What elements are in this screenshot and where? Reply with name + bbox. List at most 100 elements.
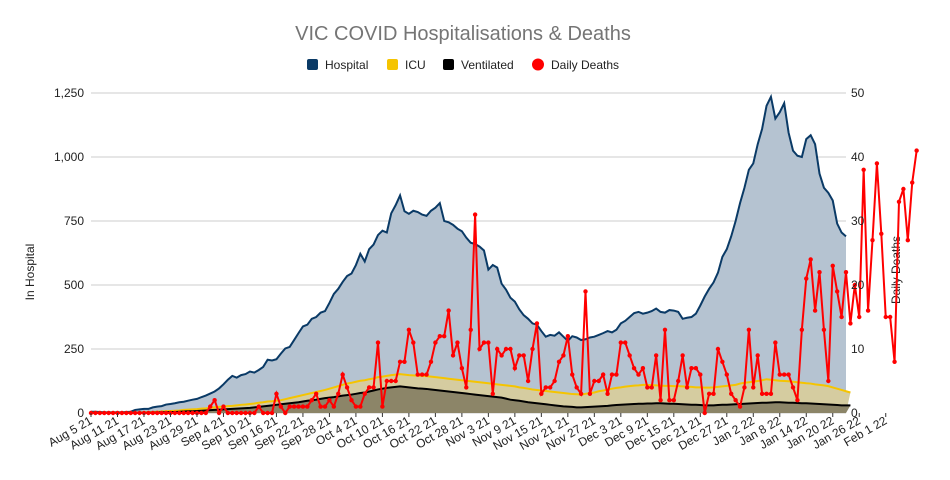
daily-deaths-point — [764, 391, 769, 396]
daily-deaths-point — [543, 385, 548, 390]
daily-deaths-point — [733, 398, 738, 403]
legend-swatch-ventilated — [443, 59, 454, 70]
daily-deaths-point — [830, 263, 835, 268]
daily-deaths-point — [397, 359, 403, 364]
daily-deaths-point — [631, 366, 637, 371]
daily-deaths-point — [234, 410, 239, 416]
daily-deaths-point — [296, 404, 301, 409]
y2-tick-label: 20 — [851, 278, 865, 292]
daily-deaths-point — [132, 410, 138, 416]
daily-deaths-point — [587, 391, 593, 396]
daily-deaths-point — [366, 385, 372, 390]
daily-deaths-point — [269, 410, 275, 416]
daily-deaths-point — [755, 353, 760, 358]
line-hospital — [91, 93, 847, 414]
daily-deaths-point — [667, 398, 672, 403]
daily-deaths-point — [649, 385, 654, 390]
daily-deaths-point — [773, 340, 778, 345]
daily-deaths-point — [861, 167, 866, 172]
daily-deaths-point — [185, 410, 191, 416]
y2-tick-label: 0 — [851, 406, 858, 420]
daily-deaths-point — [724, 372, 729, 377]
daily-deaths-point — [676, 378, 681, 384]
daily-deaths-point — [287, 404, 292, 409]
legend-label-hospital: Hospital — [325, 58, 368, 72]
daily-deaths-point — [340, 372, 345, 377]
daily-deaths-point — [212, 398, 217, 403]
legend-label-ventilated: Ventilated — [461, 58, 514, 72]
daily-deaths-point — [495, 346, 500, 352]
daily-deaths-point — [384, 378, 390, 384]
daily-deaths-point — [645, 385, 650, 390]
daily-deaths-point — [225, 410, 231, 416]
daily-deaths-point — [715, 346, 721, 352]
y-tick-label: 1,250 — [54, 86, 84, 100]
daily-deaths-point — [539, 391, 544, 396]
daily-deaths-point — [693, 366, 699, 371]
daily-deaths-point — [570, 372, 575, 377]
daily-deaths-point — [499, 353, 504, 358]
daily-deaths-point — [896, 199, 902, 204]
daily-deaths-point — [521, 353, 526, 358]
daily-deaths-point — [887, 314, 893, 320]
daily-deaths-point — [706, 391, 712, 396]
daily-deaths-point — [393, 378, 398, 384]
daily-deaths-point — [375, 340, 381, 345]
daily-deaths-point — [155, 410, 160, 416]
daily-deaths-point — [349, 398, 354, 403]
daily-deaths-point — [203, 410, 208, 416]
daily-deaths-point — [380, 404, 385, 409]
daily-deaths-point — [623, 340, 628, 345]
daily-deaths-point — [702, 410, 707, 416]
daily-deaths-point — [389, 378, 394, 384]
daily-deaths-point — [795, 398, 800, 403]
daily-deaths-point — [358, 404, 363, 409]
daily-deaths-point — [547, 385, 553, 390]
daily-deaths-point — [437, 334, 442, 339]
daily-deaths-point — [592, 378, 597, 384]
daily-deaths-point — [565, 334, 571, 339]
y-tick-label: 750 — [64, 214, 84, 228]
daily-deaths-point — [450, 353, 456, 358]
daily-deaths-point — [653, 353, 659, 358]
daily-deaths-point — [150, 410, 156, 416]
daily-deaths-point — [826, 378, 831, 384]
legend-swatch-hospital — [307, 59, 318, 70]
daily-deaths-point — [874, 161, 880, 166]
daily-deaths-point — [455, 340, 460, 345]
daily-deaths-point — [172, 410, 178, 416]
daily-deaths-point — [274, 391, 279, 396]
daily-deaths-point — [746, 327, 752, 332]
daily-deaths-point — [525, 378, 531, 384]
daily-deaths-point — [512, 366, 518, 371]
daily-deaths-point — [729, 391, 734, 396]
daily-deaths-point — [517, 353, 522, 358]
daily-deaths-point — [605, 391, 610, 396]
daily-deaths-point — [627, 353, 632, 358]
daily-deaths-point — [759, 391, 765, 396]
daily-deaths-point — [137, 410, 142, 416]
daily-deaths-point — [790, 385, 796, 390]
daily-deaths-point — [146, 410, 151, 416]
daily-deaths-point — [905, 238, 911, 243]
daily-deaths-point — [892, 359, 897, 364]
daily-deaths-point — [503, 346, 509, 352]
daily-deaths-point — [711, 391, 716, 396]
y2-tick-label: 40 — [851, 150, 865, 164]
daily-deaths-point — [415, 372, 420, 377]
daily-deaths-point — [720, 359, 725, 364]
daily-deaths-point — [97, 410, 103, 416]
daily-deaths-point — [110, 410, 116, 416]
daily-deaths-point — [914, 148, 919, 153]
daily-deaths-point — [910, 180, 915, 185]
daily-deaths-point — [362, 391, 367, 396]
daily-deaths-point — [190, 410, 195, 416]
daily-deaths-point — [596, 378, 601, 384]
daily-deaths-point — [128, 410, 133, 416]
daily-deaths-point — [865, 308, 871, 313]
legend: Hospital ICU Ventilated Daily Deaths — [307, 58, 619, 72]
daily-deaths-point — [636, 372, 641, 377]
daily-deaths-point — [843, 270, 849, 275]
daily-deaths-point — [490, 391, 495, 396]
daily-deaths-point — [472, 212, 478, 217]
